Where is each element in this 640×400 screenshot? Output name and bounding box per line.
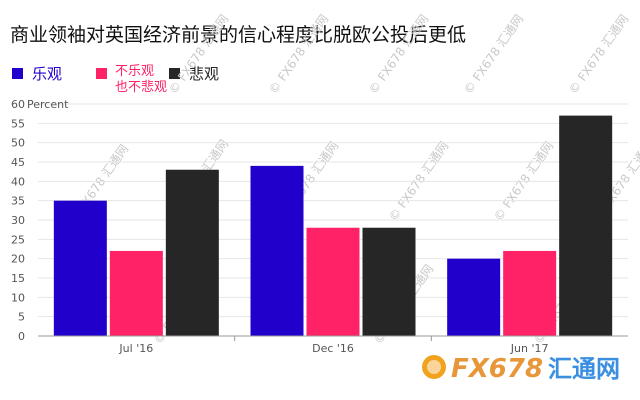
- y-tick-label: 25: [11, 233, 25, 246]
- y-tick-label: 0: [18, 330, 25, 343]
- legend: 乐观 不乐观 也不悲观 悲观: [12, 64, 219, 95]
- bar-1-0: [250, 165, 304, 336]
- chart-title: 商业领袖对英国经济前景的信心程度比脱欧公投后更低: [10, 24, 466, 46]
- logo-text-cn: 汇通网: [548, 355, 620, 383]
- legend-label-pessimistic: 悲观: [189, 65, 219, 83]
- bar-0-1: [109, 250, 163, 336]
- watermark-text: © FX678 汇通网: [566, 12, 631, 97]
- bar-2-1: [503, 250, 557, 336]
- y-axis-ticks: 0 5 10 15 20 25 30 35 40 45 50 55 60: [11, 98, 25, 343]
- y-tick-label: 5: [18, 311, 25, 324]
- bar-1-1: [306, 227, 360, 336]
- legend-swatch-optimistic: [12, 68, 23, 79]
- bar-0-0: [53, 200, 107, 336]
- x-tick-label: Jul '16: [118, 342, 153, 355]
- legend-label-optimistic: 乐观: [32, 65, 62, 83]
- bar-2-2: [559, 115, 613, 336]
- legend-swatch-neutral: [96, 68, 107, 79]
- bars: [53, 115, 613, 336]
- x-tick-label: Jun '17: [510, 342, 549, 355]
- y-tick-label: 10: [11, 291, 25, 304]
- fx678-logo: FX678 汇通网: [422, 354, 620, 384]
- y-tick-label: 30: [11, 214, 25, 227]
- x-axis-ticks: Jul '16 Dec '16 Jun '17: [118, 336, 549, 355]
- logo-text: FX678: [451, 354, 543, 384]
- bar-2-0: [447, 258, 501, 336]
- y-tick-label: 55: [11, 117, 25, 130]
- y-tick-label: 20: [11, 253, 25, 266]
- y-tick-label: 60: [11, 98, 25, 111]
- watermark-text: © FX678 汇通网: [461, 12, 526, 97]
- legend-label-neutral-line2: 也不悲观: [115, 79, 167, 95]
- legend-label-neutral-line1: 不乐观: [115, 64, 154, 79]
- y-tick-label: 35: [11, 195, 25, 208]
- y-axis-label: Percent: [27, 98, 69, 111]
- y-tick-label: 50: [11, 137, 25, 150]
- logo-coin-inner-icon: [427, 360, 441, 374]
- legend-swatch-pessimistic: [169, 68, 180, 79]
- x-tick-label: Dec '16: [312, 342, 354, 355]
- y-tick-label: 40: [11, 175, 25, 188]
- bar-1-2: [362, 227, 416, 336]
- y-tick-label: 45: [11, 156, 25, 169]
- bar-0-2: [165, 169, 219, 336]
- y-tick-label: 15: [11, 272, 25, 285]
